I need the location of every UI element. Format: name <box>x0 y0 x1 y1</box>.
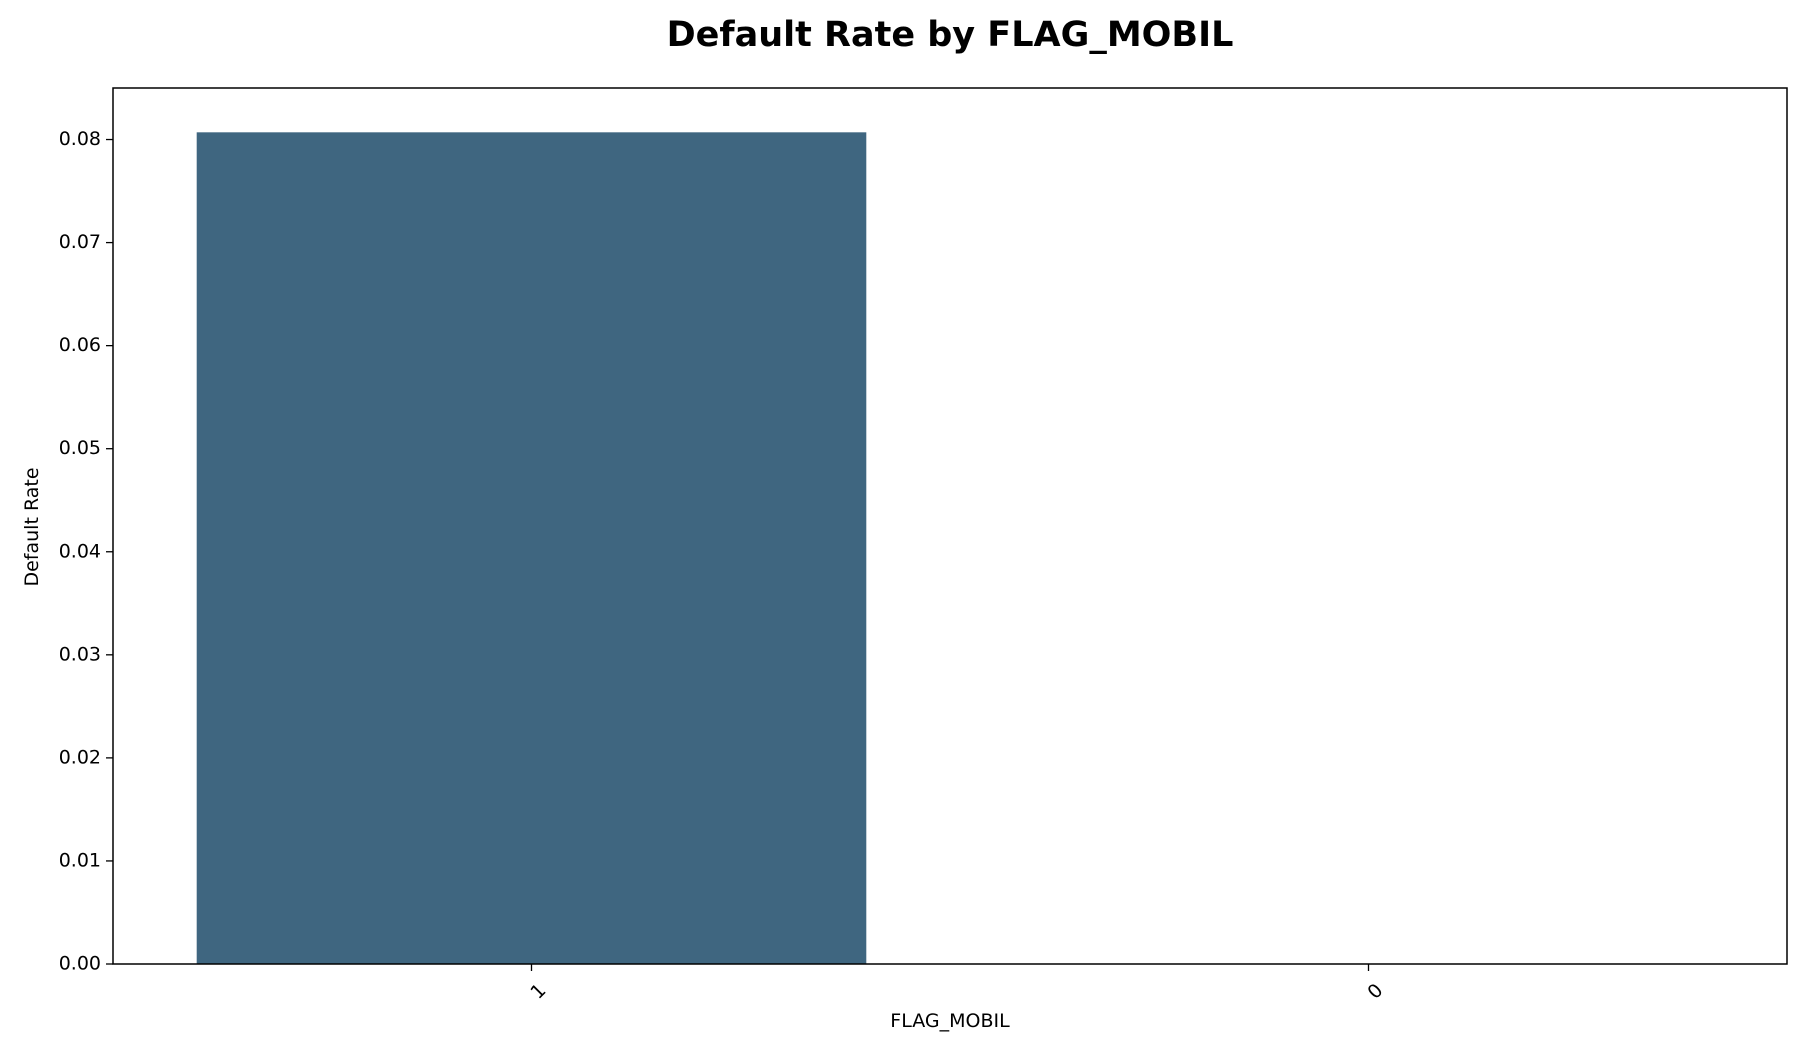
y-tick-label-0: 0.00 <box>59 953 101 975</box>
y-axis-label: Default Rate <box>21 467 43 586</box>
y-tick-label-1: 0.01 <box>59 849 101 871</box>
plot-frame <box>112 87 1788 965</box>
plot-area: 1 0 0.00 0.01 0.02 0.03 0.04 0.05 0.06 0.07 0.08 <box>59 87 1788 1003</box>
chart-title: Default Rate by FLAG_MOBIL <box>667 15 1234 55</box>
x-tick-label-0: 0 <box>1363 979 1387 1003</box>
x-tick-label-1: 1 <box>526 979 550 1003</box>
y-tick-label-5: 0.05 <box>59 437 101 459</box>
y-tick-label-2: 0.02 <box>59 746 101 768</box>
y-tick-label-8: 0.08 <box>59 128 101 150</box>
x-axis-label: FLAG_MOBIL <box>890 1010 1010 1032</box>
y-tick-label-6: 0.06 <box>59 334 101 356</box>
y-tick-label-4: 0.04 <box>59 540 101 562</box>
y-tick-label-7: 0.07 <box>59 231 101 253</box>
y-tick-label-3: 0.03 <box>59 643 101 665</box>
bar-1 <box>196 132 867 964</box>
